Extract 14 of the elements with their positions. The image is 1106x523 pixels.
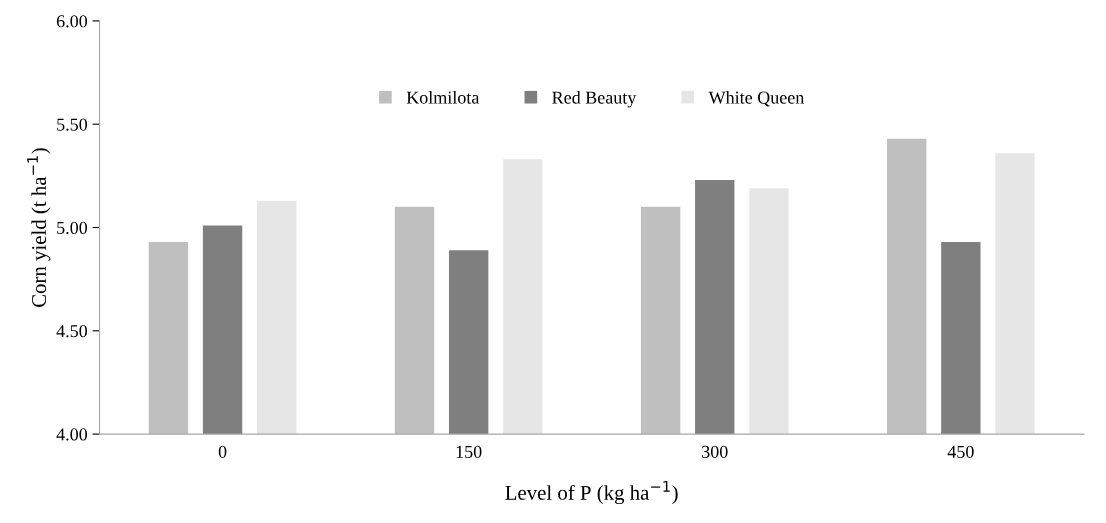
x-tick-label: 300 <box>702 445 728 458</box>
legend-label: Kolmilota <box>406 90 480 104</box>
y-tick-label: 6.00 <box>56 15 88 28</box>
x-tick-label: 450 <box>947 445 974 458</box>
y-axis-title: Corn yield (t ha$^{−1}$) <box>27 148 51 307</box>
x-tick-label: 0 <box>218 445 227 458</box>
legend-label: White Queen <box>708 90 805 107</box>
legend-label: Red Beauty <box>552 90 637 108</box>
x-axis-title: Level of P (kg ha$^{−1}$) <box>505 481 678 505</box>
y-tick-label: 4.00 <box>56 428 88 441</box>
x-tick-label: 150 <box>456 445 482 458</box>
y-tick-label: 4.50 <box>56 325 88 338</box>
y-tick-label: 5.50 <box>57 118 88 131</box>
y-tick-label: 5.00 <box>57 221 88 235</box>
